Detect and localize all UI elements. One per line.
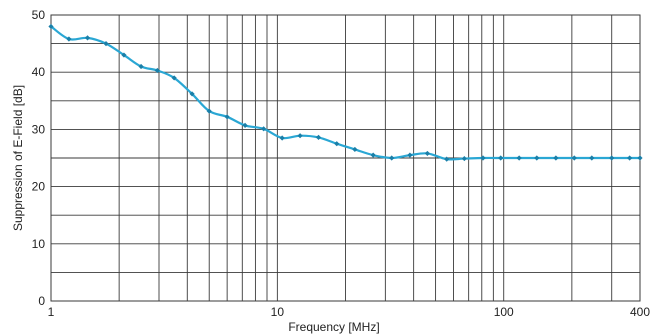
x-tick-label: 100 xyxy=(494,305,514,319)
data-point xyxy=(171,75,177,81)
x-tick-label: 400 xyxy=(630,305,650,319)
grid-lines xyxy=(50,14,641,302)
y-tick-label: 30 xyxy=(32,122,46,136)
data-point xyxy=(571,155,577,161)
data-point xyxy=(534,155,540,161)
data-point xyxy=(444,156,450,162)
data-point xyxy=(637,155,643,161)
data-point xyxy=(189,91,195,97)
data-point xyxy=(242,122,248,128)
y-axis-title: Suppression of E-Field [dB] xyxy=(11,85,25,231)
data-point xyxy=(84,35,91,41)
x-tick-label: 10 xyxy=(271,305,285,319)
data-point xyxy=(261,126,267,132)
y-tick-label: 20 xyxy=(32,180,46,194)
data-point xyxy=(609,155,615,161)
data-point xyxy=(480,155,486,161)
y-tick-label: 40 xyxy=(32,65,46,79)
data-point xyxy=(461,155,467,162)
data-point xyxy=(389,155,395,161)
x-tick-label: 1 xyxy=(48,305,55,319)
data-point xyxy=(103,41,109,47)
data-point xyxy=(154,67,160,74)
y-tick-label: 0 xyxy=(38,294,45,308)
data-point xyxy=(516,155,522,161)
data-point xyxy=(121,52,127,58)
data-point xyxy=(498,155,504,161)
data-point xyxy=(352,146,358,153)
series-line xyxy=(49,25,642,161)
data-point xyxy=(66,36,72,42)
data-markers xyxy=(48,23,643,162)
data-point xyxy=(297,133,303,139)
x-axis-title: Frequency [MHz] xyxy=(288,320,379,334)
data-point xyxy=(48,23,54,30)
data-point xyxy=(553,155,559,161)
tick-labels: 0 10 20 30 40 50 1 10 100 400 xyxy=(32,8,651,319)
data-series xyxy=(49,25,642,161)
data-point xyxy=(424,150,430,157)
data-point xyxy=(627,155,633,161)
data-point xyxy=(279,135,285,141)
data-point xyxy=(334,141,340,147)
y-tick-label: 10 xyxy=(32,237,46,251)
data-point xyxy=(224,114,230,120)
data-point xyxy=(407,152,413,158)
data-point xyxy=(370,152,376,158)
y-tick-label: 50 xyxy=(32,8,46,22)
data-point xyxy=(206,108,212,114)
data-point xyxy=(138,63,144,70)
data-point xyxy=(315,134,322,141)
data-point xyxy=(589,155,595,161)
